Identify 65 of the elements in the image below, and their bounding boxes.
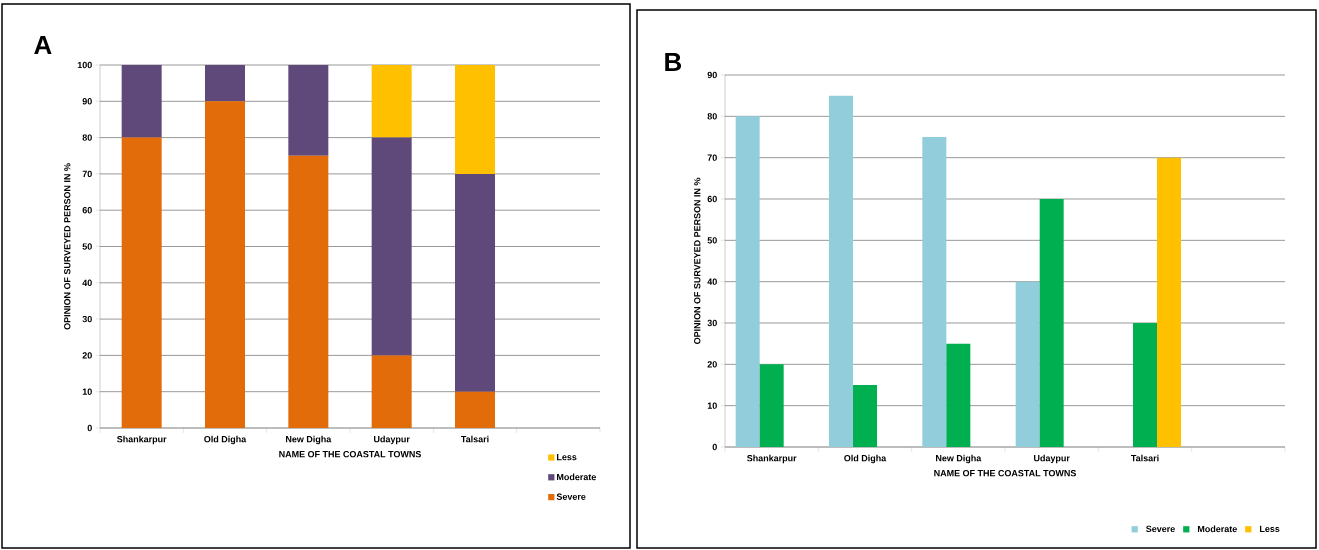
bar <box>205 65 245 102</box>
bar <box>946 343 971 447</box>
bar <box>922 137 947 447</box>
bar <box>853 385 878 447</box>
bar <box>121 65 162 138</box>
bar <box>288 155 329 428</box>
y-axis-title: OPINION OF SURVEYED PERSON IN % <box>694 177 701 344</box>
bar <box>1039 199 1064 447</box>
bar <box>735 116 760 447</box>
legend-label: Severe <box>1146 525 1175 533</box>
y-tick-label: 50 <box>82 243 92 250</box>
legend-label: Less <box>1259 525 1280 533</box>
y-tick-label: 10 <box>82 388 92 395</box>
y-tick-label: 30 <box>707 319 717 327</box>
bar <box>1015 281 1040 447</box>
y-tick-label: 40 <box>707 278 717 285</box>
y-tick-label: 70 <box>82 170 92 178</box>
x-tick-label: Old Digha <box>204 435 247 445</box>
legend-label: Moderate <box>1197 525 1237 533</box>
y-tick-label: 90 <box>82 98 92 105</box>
x-tick-label: Shankarpur <box>117 435 167 445</box>
y-tick-label: 70 <box>707 154 717 161</box>
y-axis-title: OPINION OF SURVEYED PERSON IN % <box>64 163 71 330</box>
x-tick-label: Talsari <box>460 435 489 443</box>
y-tick-label: 100 <box>77 61 92 69</box>
y-tick-label: 0 <box>712 443 717 451</box>
y-tick-label: 80 <box>707 113 717 120</box>
x-axis-title: NAME OF THE COASTAL TOWNS <box>279 451 421 458</box>
bar <box>1157 157 1182 447</box>
legend-label: Severe <box>556 493 586 500</box>
y-tick-label: 20 <box>707 361 717 368</box>
x-tick-label: Old Digha <box>844 454 887 464</box>
bar <box>371 137 412 356</box>
bar <box>829 95 854 447</box>
y-tick-label: 60 <box>82 207 92 214</box>
chart-title: A <box>34 36 52 54</box>
bar <box>1133 323 1158 447</box>
y-tick-label: 60 <box>707 195 717 203</box>
bar <box>455 65 495 174</box>
bar <box>371 355 412 428</box>
x-axis-title: NAME OF THE COASTAL TOWNS <box>934 470 1076 477</box>
y-tick-label: 0 <box>87 424 92 432</box>
bar <box>371 65 412 138</box>
y-tick-label: 10 <box>707 402 717 409</box>
legend-label: Moderate <box>557 473 596 481</box>
y-tick-label: 40 <box>82 279 92 286</box>
chart-title: B <box>665 53 682 71</box>
legend-label: Less <box>557 453 577 461</box>
y-tick-label: 50 <box>707 237 717 244</box>
bar <box>205 101 245 428</box>
x-tick-label: Udaypur <box>374 435 410 445</box>
bar <box>455 391 495 428</box>
x-tick-label: Udaypur <box>1034 454 1070 464</box>
y-tick-label: 20 <box>82 352 92 359</box>
y-tick-label: 80 <box>82 134 92 141</box>
bar <box>121 137 162 428</box>
x-tick-label: New Digha <box>936 454 982 464</box>
x-tick-label: Talsari <box>1130 454 1159 462</box>
bar <box>455 173 495 392</box>
y-tick-label: 30 <box>82 315 92 323</box>
bar <box>759 364 784 447</box>
x-tick-label: Shankarpur <box>747 454 797 464</box>
y-tick-label: 90 <box>707 71 717 79</box>
x-tick-label: New Digha <box>286 435 332 445</box>
bar <box>288 65 329 156</box>
